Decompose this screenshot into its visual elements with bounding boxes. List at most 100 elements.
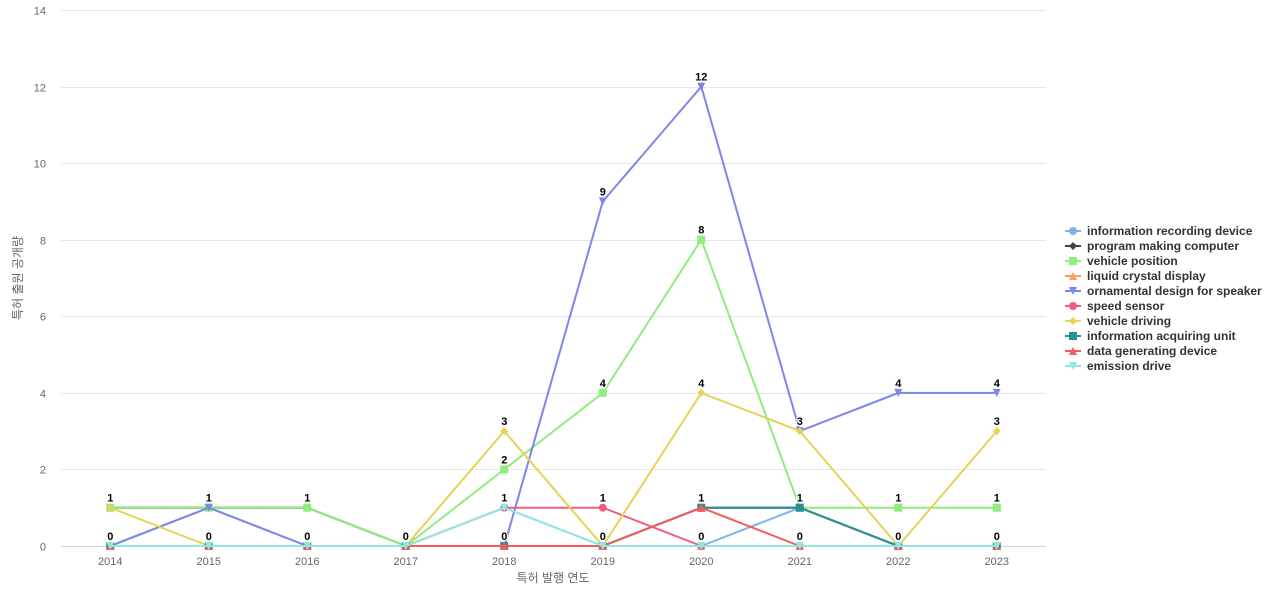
data-point[interactable]: [697, 388, 706, 397]
series-group: [106, 82, 1001, 550]
legend-label: speed sensor: [1087, 298, 1165, 313]
x-tick-label: 2019: [591, 556, 615, 568]
data-point[interactable]: [303, 542, 312, 550]
series-line: [110, 506, 997, 547]
data-point[interactable]: [992, 542, 1001, 550]
data-label: 1: [895, 493, 901, 505]
data-point[interactable]: [204, 542, 213, 550]
data-label: 4: [895, 378, 902, 390]
data-point[interactable]: [1069, 241, 1077, 250]
legend-item[interactable]: emission drive: [1065, 358, 1262, 373]
data-point[interactable]: [1069, 361, 1077, 370]
data-label: 12: [695, 72, 707, 84]
data-point[interactable]: [697, 542, 706, 550]
data-point[interactable]: [500, 465, 509, 474]
legend-symbol: [1065, 271, 1081, 280]
data-point[interactable]: [894, 503, 903, 512]
data-label: 1: [994, 493, 1000, 505]
data-label: 8: [698, 225, 704, 237]
data-point[interactable]: [894, 388, 903, 397]
data-label: 1: [501, 493, 507, 505]
data-label: 0: [994, 531, 1000, 543]
data-point[interactable]: [204, 503, 213, 512]
legend-item[interactable]: vehicle driving: [1065, 313, 1262, 328]
data-point[interactable]: [795, 542, 804, 550]
data-label: 0: [797, 531, 803, 543]
data-point[interactable]: [992, 388, 1001, 397]
legend-label: liquid crystal display: [1087, 268, 1206, 283]
data-label: 3: [994, 416, 1000, 428]
data-point[interactable]: [1069, 331, 1077, 340]
data-point[interactable]: [598, 388, 607, 397]
legend-item[interactable]: information acquiring unit: [1065, 328, 1262, 343]
series-line: [110, 238, 997, 547]
x-tick-label: 2015: [197, 556, 221, 568]
data-point[interactable]: [1069, 256, 1077, 265]
data-label: 0: [304, 531, 310, 543]
data-point[interactable]: [106, 503, 115, 512]
data-point[interactable]: [1069, 271, 1077, 280]
legend-symbol: [1065, 256, 1081, 265]
data-point[interactable]: [992, 503, 1001, 512]
legend-item[interactable]: speed sensor: [1065, 298, 1262, 313]
data-label: 4: [698, 378, 705, 390]
data-point[interactable]: [894, 542, 903, 550]
data-point[interactable]: [500, 542, 509, 550]
legend-symbol: [1065, 226, 1081, 235]
data-point[interactable]: [1069, 346, 1077, 355]
data-point[interactable]: [992, 427, 1001, 436]
y-tick-label: 2: [40, 465, 46, 477]
legend-label: data generating device: [1087, 343, 1218, 358]
legend-label: emission drive: [1087, 358, 1172, 373]
x-tick-label: 2021: [788, 556, 812, 568]
legend-item[interactable]: vehicle position: [1065, 253, 1262, 268]
legend-label: vehicle position: [1087, 253, 1178, 268]
legend-symbol: [1065, 331, 1081, 340]
series-emission-drive: [106, 503, 1001, 550]
data-label: 4: [600, 378, 607, 390]
x-tick-label: 2023: [985, 556, 1009, 568]
y-tick-label: 6: [40, 312, 46, 324]
data-label: 0: [698, 531, 704, 543]
x-axis-title: 특허 발행 연도: [517, 570, 590, 585]
legend-label: ornamental design for speaker: [1087, 283, 1262, 298]
y-tick-label: 10: [34, 159, 46, 171]
legend-symbol: [1065, 301, 1081, 310]
data-label: 0: [600, 531, 606, 543]
data-label: 0: [107, 531, 113, 543]
series-line: [109, 85, 997, 547]
data-point[interactable]: [697, 82, 706, 91]
y-tick-label: 12: [34, 83, 46, 95]
legend-item[interactable]: ornamental design for speaker: [1065, 283, 1262, 298]
data-label: 1: [600, 493, 606, 505]
data-point[interactable]: [1069, 316, 1077, 325]
y-tick-label: 14: [34, 6, 46, 18]
legend-item[interactable]: information recording device: [1065, 223, 1262, 238]
legend-label: program making computer: [1087, 238, 1240, 253]
data-point[interactable]: [697, 235, 706, 244]
data-point[interactable]: [1069, 286, 1077, 295]
legend-item[interactable]: liquid crystal display: [1065, 268, 1262, 283]
legend-symbol: [1065, 316, 1081, 325]
data-label: 1: [797, 493, 803, 505]
data-point[interactable]: [1069, 301, 1077, 310]
data-point[interactable]: [500, 427, 509, 436]
data-point[interactable]: [1069, 226, 1077, 235]
data-label: 1: [107, 493, 113, 505]
data-point[interactable]: [697, 503, 706, 512]
data-point[interactable]: [598, 542, 607, 550]
data-point[interactable]: [500, 503, 509, 512]
y-axis-title: 특허 출원 공개량: [11, 236, 25, 320]
data-point[interactable]: [795, 503, 804, 512]
legend-item[interactable]: program making computer: [1065, 238, 1262, 253]
legend-symbol: [1065, 286, 1081, 295]
data-point[interactable]: [795, 427, 804, 436]
data-point[interactable]: [401, 542, 410, 550]
data-point[interactable]: [598, 197, 607, 206]
data-point[interactable]: [598, 503, 607, 512]
legend-item[interactable]: data generating device: [1065, 343, 1262, 358]
x-tick-label: 2016: [295, 556, 319, 568]
data-point[interactable]: [106, 542, 115, 550]
y-tick-label: 4: [40, 389, 46, 401]
data-point[interactable]: [303, 503, 312, 512]
